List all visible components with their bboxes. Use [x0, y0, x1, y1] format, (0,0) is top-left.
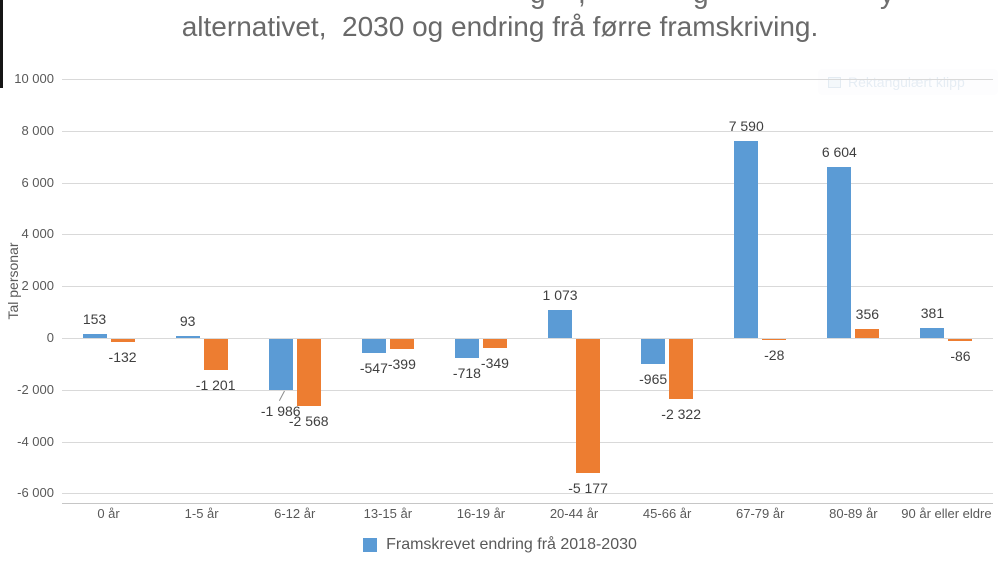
gridline: [62, 130, 993, 132]
snip-watermark-label: Rektangulært klipp: [848, 74, 965, 90]
y-tick-label: 2 000: [21, 278, 54, 294]
data-label: -547: [359, 360, 388, 377]
bar: [82, 334, 107, 338]
y-tick-label: -2 000: [17, 381, 54, 397]
bar: [110, 339, 135, 343]
x-category-label: 80-89 år: [829, 506, 878, 521]
legend-label: Framskrevet endring frå 2018-2030: [386, 536, 637, 553]
chart-title: alternativet, 2030 og endring frå førre …: [181, 11, 819, 42]
title-fragment: ,: [578, 0, 586, 9]
bar: [948, 339, 973, 342]
title-fragment: g: [530, 0, 546, 9]
x-category-label: 16-19 år: [456, 506, 506, 521]
bar: [920, 328, 945, 338]
bar: [296, 339, 321, 406]
title-fragment: g: [693, 0, 709, 9]
data-label: -28: [764, 346, 785, 363]
data-label: -349: [480, 355, 509, 372]
bar: [762, 339, 787, 340]
data-label: 153: [82, 311, 107, 328]
bar: [576, 339, 601, 474]
data-label: 6 604: [821, 143, 857, 160]
data-label: -718: [452, 364, 481, 381]
x-axis-line: [62, 503, 993, 504]
screen-edge-artifact: [0, 0, 3, 88]
y-tick-label: -4 000: [17, 433, 54, 449]
title-fragment: y: [880, 0, 894, 9]
bar: [827, 166, 852, 338]
gridline: [62, 79, 993, 80]
x-category-label: 20-44 år: [549, 506, 599, 521]
snip-watermark: Rektangulært klipp: [818, 69, 998, 95]
data-label: -1 986: [260, 403, 301, 420]
x-category-label: 67-79 år: [736, 506, 785, 521]
bar: [454, 339, 479, 358]
bar: [361, 339, 386, 354]
bar: [175, 335, 200, 338]
data-label: -5 177: [568, 480, 608, 497]
bar: [268, 339, 293, 391]
data-label: 356: [855, 305, 880, 322]
x-category-label: 6-12 år: [274, 506, 316, 521]
data-label: 1 073: [542, 287, 578, 304]
bar: [734, 141, 759, 338]
title-clipped-line: g, g y: [0, 0, 1000, 9]
bar: [548, 310, 573, 338]
bar: [482, 339, 507, 349]
gridline: [62, 234, 993, 236]
label-leader-line: [278, 391, 285, 402]
snip-rectangle-icon: [828, 76, 841, 88]
data-label: 7 590: [728, 118, 764, 135]
bar: [203, 339, 228, 371]
data-label: -132: [108, 349, 137, 366]
data-label: -2 568: [288, 412, 329, 429]
gridline: [62, 338, 993, 339]
data-label: -86: [950, 348, 971, 365]
x-category-label: 0 år: [97, 506, 120, 521]
bar: [641, 339, 666, 364]
data-label: 381: [920, 305, 945, 322]
gridline: [62, 441, 993, 443]
bar: [669, 339, 694, 400]
data-label: -2 322: [661, 406, 701, 423]
bar: [855, 328, 880, 338]
y-tick-label: 6 000: [21, 174, 54, 190]
data-label: 93: [179, 312, 196, 329]
y-tick-label: 8 000: [21, 122, 54, 138]
data-label: -1 201: [195, 377, 236, 394]
y-tick-label: -6 000: [17, 485, 54, 501]
x-category-label: 13-15 år: [363, 506, 413, 521]
x-category-label: 1-5 år: [184, 506, 219, 521]
x-category-label: 90 år eller eldre: [901, 506, 992, 521]
gridline: [62, 286, 993, 288]
gridline: [62, 493, 993, 495]
bar: [389, 339, 414, 350]
y-tick-label: 4 000: [21, 226, 54, 242]
y-tick-label: 0: [46, 330, 54, 345]
y-tick-label: 10 000: [14, 71, 54, 86]
legend: Framskrevet endring frå 2018-2030: [0, 536, 1000, 554]
legend-swatch: [363, 538, 378, 552]
gridline: [62, 389, 993, 391]
gridline: [62, 182, 993, 184]
data-label: -965: [639, 370, 668, 387]
data-label: -399: [387, 356, 416, 373]
x-category-label: 45-66 år: [642, 506, 692, 521]
